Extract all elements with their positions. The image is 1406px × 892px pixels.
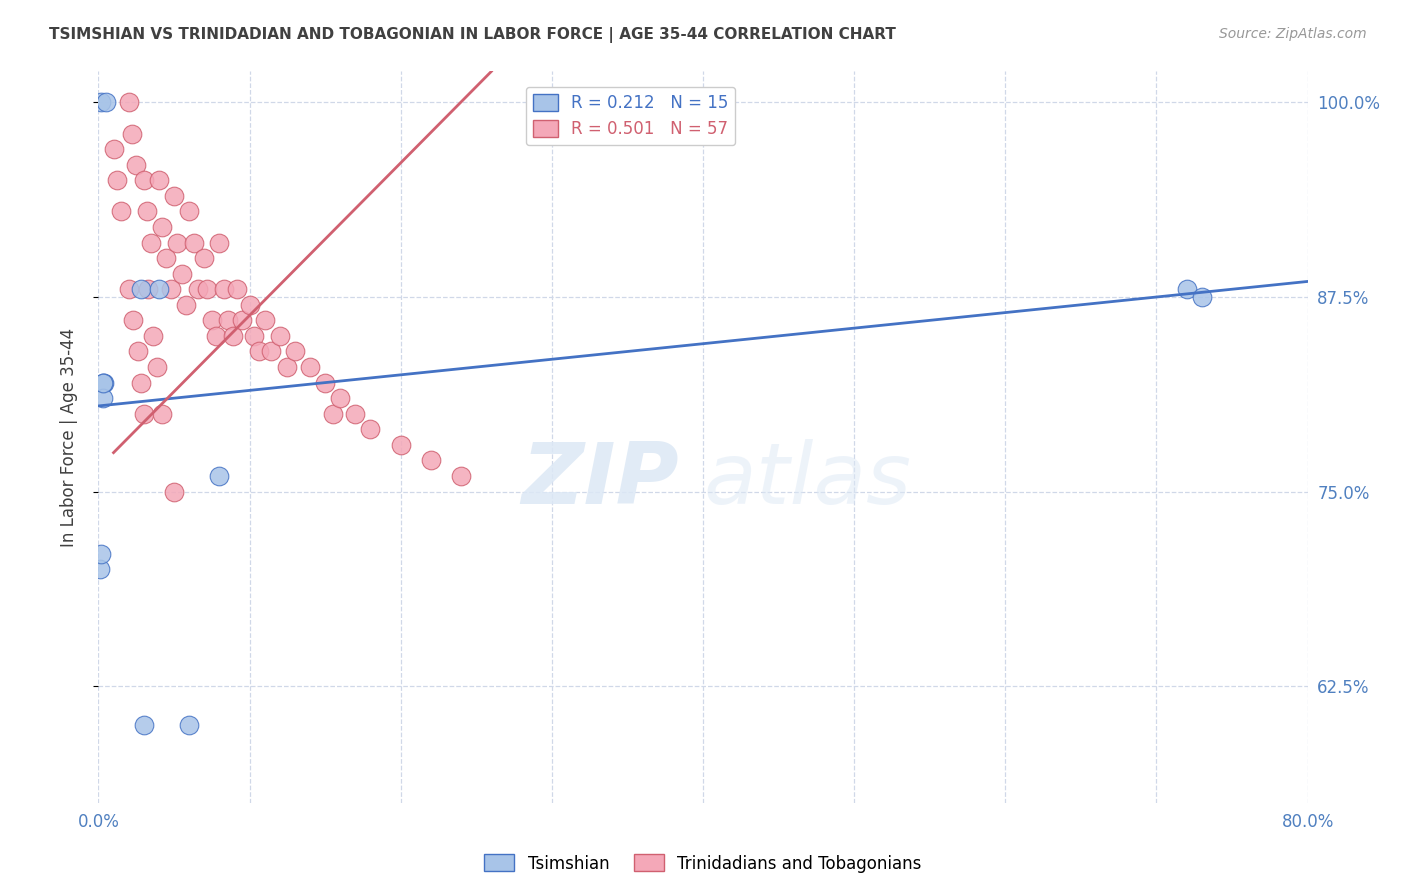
Text: TSIMSHIAN VS TRINIDADIAN AND TOBAGONIAN IN LABOR FORCE | AGE 35-44 CORRELATION C: TSIMSHIAN VS TRINIDADIAN AND TOBAGONIAN …: [49, 27, 896, 43]
Point: [183, 235, 205, 250]
Point: [226, 282, 249, 296]
Point: [132, 407, 155, 421]
Point: [1191, 290, 1213, 304]
Point: [284, 344, 307, 359]
Point: [222, 329, 245, 343]
Point: [253, 313, 276, 327]
Point: [208, 235, 231, 250]
Point: [260, 344, 283, 359]
Point: [187, 282, 209, 296]
Point: [243, 329, 266, 343]
Point: [217, 313, 239, 327]
Text: atlas: atlas: [703, 440, 911, 523]
Point: [148, 173, 170, 187]
Point: [90, 95, 112, 110]
Point: [239, 298, 262, 312]
Point: [125, 158, 148, 172]
Point: [135, 204, 157, 219]
Point: [141, 235, 163, 250]
Point: [155, 251, 177, 265]
Point: [132, 173, 155, 187]
Point: [299, 359, 322, 374]
Point: [344, 407, 367, 421]
Point: [94, 95, 117, 110]
Point: [276, 359, 298, 374]
Point: [193, 251, 215, 265]
Point: [212, 282, 235, 296]
Legend: Tsimshian, Trinidadians and Tobagonians: Tsimshian, Trinidadians and Tobagonians: [478, 847, 928, 880]
Point: [179, 718, 201, 732]
Point: [142, 329, 165, 343]
Point: [136, 282, 159, 296]
Text: Source: ZipAtlas.com: Source: ZipAtlas.com: [1219, 27, 1367, 41]
Point: [1175, 282, 1198, 296]
Point: [389, 438, 412, 452]
Point: [205, 329, 228, 343]
Point: [174, 298, 197, 312]
Point: [179, 204, 201, 219]
Y-axis label: In Labor Force | Age 35-44: In Labor Force | Age 35-44: [59, 327, 77, 547]
Point: [148, 282, 170, 296]
Point: [247, 344, 270, 359]
Point: [163, 484, 186, 499]
Point: [122, 313, 145, 327]
Point: [110, 204, 132, 219]
Point: [91, 376, 114, 390]
Point: [201, 313, 224, 327]
Point: [163, 189, 186, 203]
Point: [91, 391, 114, 405]
Point: [450, 469, 472, 483]
Point: [420, 453, 443, 467]
Point: [129, 376, 152, 390]
Point: [90, 547, 112, 561]
Point: [329, 391, 352, 405]
Point: [322, 407, 344, 421]
Point: [132, 718, 155, 732]
Point: [118, 282, 141, 296]
Point: [89, 562, 111, 576]
Point: [269, 329, 291, 343]
Point: [121, 127, 143, 141]
Point: [208, 469, 231, 483]
Point: [150, 407, 173, 421]
Point: [166, 235, 188, 250]
Point: [103, 142, 125, 156]
Point: [93, 376, 115, 390]
Point: [127, 344, 149, 359]
Point: [118, 95, 141, 110]
Point: [360, 422, 382, 436]
Point: [231, 313, 253, 327]
Point: [105, 173, 128, 187]
Point: [170, 267, 193, 281]
Point: [160, 282, 183, 296]
Point: [150, 219, 173, 234]
Point: [314, 376, 336, 390]
Point: [195, 282, 218, 296]
Point: [146, 359, 169, 374]
Legend: R = 0.212   N = 15, R = 0.501   N = 57: R = 0.212 N = 15, R = 0.501 N = 57: [526, 87, 735, 145]
Point: [129, 282, 152, 296]
Text: ZIP: ZIP: [522, 440, 679, 523]
Point: [91, 376, 114, 390]
